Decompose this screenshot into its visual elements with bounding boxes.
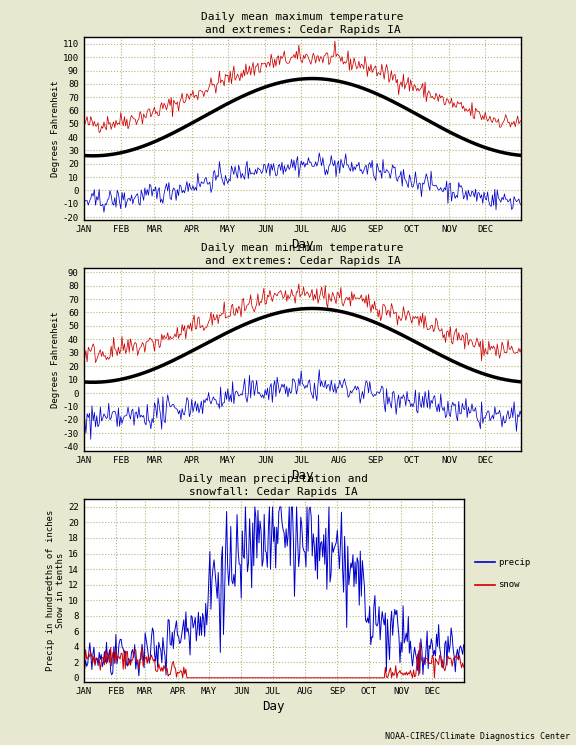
X-axis label: Day: Day (262, 700, 285, 713)
Y-axis label: Degrees Fahrenheit: Degrees Fahrenheit (51, 311, 60, 408)
Text: NOAA-CIRES/Climate Diagnostics Center: NOAA-CIRES/Climate Diagnostics Center (385, 732, 570, 741)
Title: Daily mean maximum temperature
and extremes: Cedar Rapids IA: Daily mean maximum temperature and extre… (201, 12, 404, 35)
X-axis label: Day: Day (291, 238, 314, 251)
Y-axis label: Degrees Fahrenheit: Degrees Fahrenheit (51, 80, 60, 177)
Text: precip: precip (498, 558, 530, 567)
Title: Daily mean minimum temperature
and extremes: Cedar Rapids IA: Daily mean minimum temperature and extre… (201, 243, 404, 266)
X-axis label: Day: Day (291, 469, 314, 482)
Title: Daily mean precipitation and
snowfall: Cedar Rapids IA: Daily mean precipitation and snowfall: C… (179, 474, 368, 497)
Text: snow: snow (498, 580, 520, 589)
Y-axis label: Precip in hundredths of inches
Snow in tenths: Precip in hundredths of inches Snow in t… (46, 510, 65, 671)
